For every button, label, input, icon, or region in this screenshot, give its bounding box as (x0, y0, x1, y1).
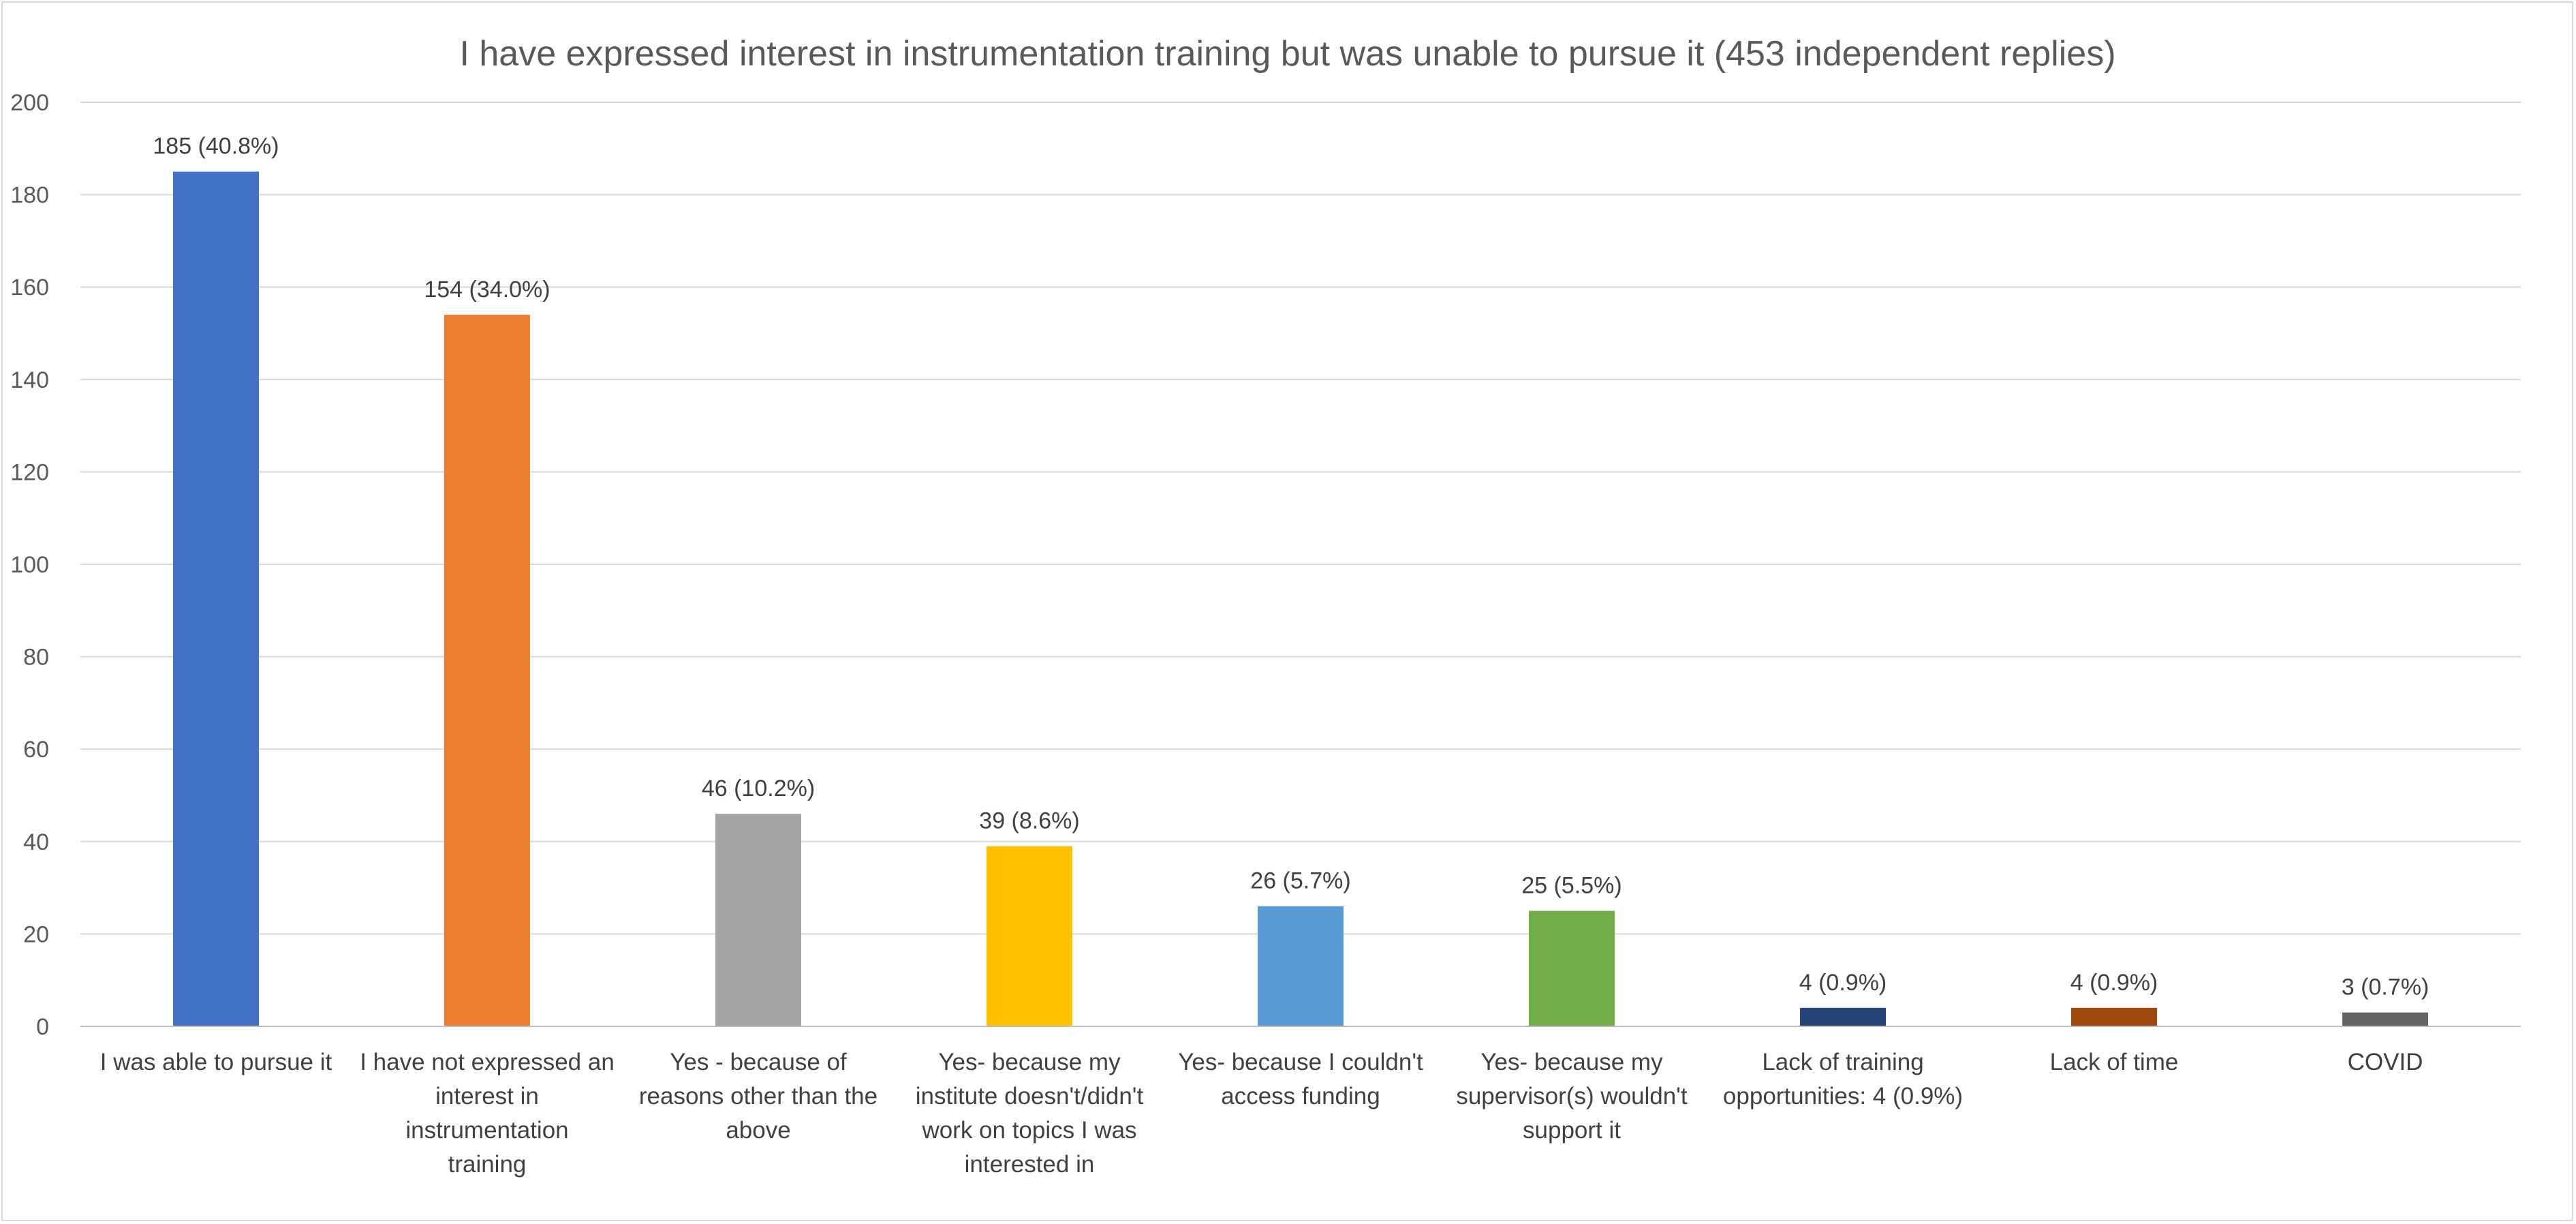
category-label-6: Yes- because my supervisor(s) wouldn't sup… (1456, 1049, 1688, 1144)
category-label-line: Yes - because of (670, 1049, 847, 1075)
category-label-line: Yes- because my (1480, 1049, 1663, 1075)
category-label-line: I was able to pursue it (100, 1049, 332, 1075)
category-label-line: Yes- because my (938, 1049, 1121, 1075)
chart-title: I have expressed interest in instrumenta… (459, 34, 2115, 74)
x-axis-category-labels: I was able to pursue it I have not expres… (100, 1049, 2423, 1178)
y-tick-label: 0 (36, 1014, 49, 1040)
data-label-9: 3 (0.7%) (2342, 975, 2430, 1000)
category-label-2: I have not expressed an interest in instru… (360, 1049, 615, 1178)
data-label-1: 185 (40.8%) (153, 134, 279, 159)
category-label-line: Yes- because I couldn't (1178, 1049, 1423, 1075)
category-label-8: Lack of time (2050, 1049, 2179, 1075)
data-label-7: 4 (0.9%) (1799, 970, 1887, 996)
data-label-6: 25 (5.5%) (1521, 873, 1621, 899)
category-label-line: training (448, 1151, 527, 1178)
y-tick-label: 40 (23, 829, 49, 855)
data-label-2: 154 (34.0%) (424, 277, 550, 303)
bars (173, 171, 2428, 1027)
category-label-9: COVID (2348, 1049, 2423, 1075)
y-tick-label: 20 (23, 921, 49, 947)
bar-8 (2071, 1007, 2157, 1026)
bar-3 (715, 814, 801, 1026)
category-label-line: instrumentation (405, 1117, 568, 1144)
category-label-line: interested in (965, 1151, 1095, 1178)
category-label-line: work on topics I was (921, 1117, 1136, 1144)
y-tick-label: 100 (10, 552, 49, 578)
bar-2 (444, 314, 530, 1026)
y-tick-label: 140 (10, 367, 49, 393)
data-label-4: 39 (8.6%) (979, 808, 1079, 834)
category-label-line: above (726, 1117, 790, 1144)
category-label-line: supervisor(s) wouldn't (1456, 1083, 1688, 1110)
category-label-5: Yes- because I couldn't access funding (1178, 1049, 1423, 1110)
y-tick-label: 60 (23, 737, 49, 763)
bar-7 (1800, 1007, 1886, 1026)
y-tick-label: 200 (10, 90, 49, 116)
category-label-3: Yes - because of reasons other than the ab… (639, 1049, 878, 1144)
category-label-7: Lack of training opportunities: 4 (0.9%) (1723, 1049, 1963, 1110)
category-label-line: interest in (435, 1083, 539, 1110)
data-label-5: 26 (5.7%) (1250, 868, 1350, 894)
category-label-line: Lack of time (2050, 1049, 2179, 1075)
y-axis-ticks: 0 20 40 60 80 100 120 140 160 180 200 (10, 90, 49, 1040)
bar-1 (173, 171, 259, 1027)
data-label-8: 4 (0.9%) (2070, 970, 2158, 996)
category-label-line: COVID (2348, 1049, 2423, 1075)
category-label-line: opportunities: 4 (0.9%) (1723, 1083, 1963, 1110)
data-label-3: 46 (10.2%) (702, 776, 815, 801)
y-tick-label: 160 (10, 275, 49, 301)
y-tick-label: 80 (23, 645, 49, 671)
category-label-line: institute doesn't/didn't (916, 1083, 1144, 1110)
category-label-4: Yes- because my institute doesn't/didn't w… (916, 1049, 1144, 1178)
category-label-line: access funding (1221, 1083, 1380, 1110)
category-label-line: Lack of training (1762, 1049, 1923, 1075)
category-label-line: support it (1523, 1117, 1621, 1144)
category-label-line: reasons other than the (639, 1083, 878, 1110)
y-tick-label: 180 (10, 183, 49, 209)
category-label-line: I have not expressed an (360, 1049, 615, 1075)
y-tick-label: 120 (10, 459, 49, 485)
bar-9 (2342, 1012, 2428, 1026)
bar-4 (987, 846, 1072, 1026)
data-labels: 185 (40.8%) 154 (34.0%) 46 (10.2%) 39 (8.6%… (153, 134, 2429, 1000)
bar-5 (1258, 906, 1344, 1026)
category-label-1: I was able to pursue it (100, 1049, 332, 1075)
bar-6 (1529, 911, 1615, 1026)
